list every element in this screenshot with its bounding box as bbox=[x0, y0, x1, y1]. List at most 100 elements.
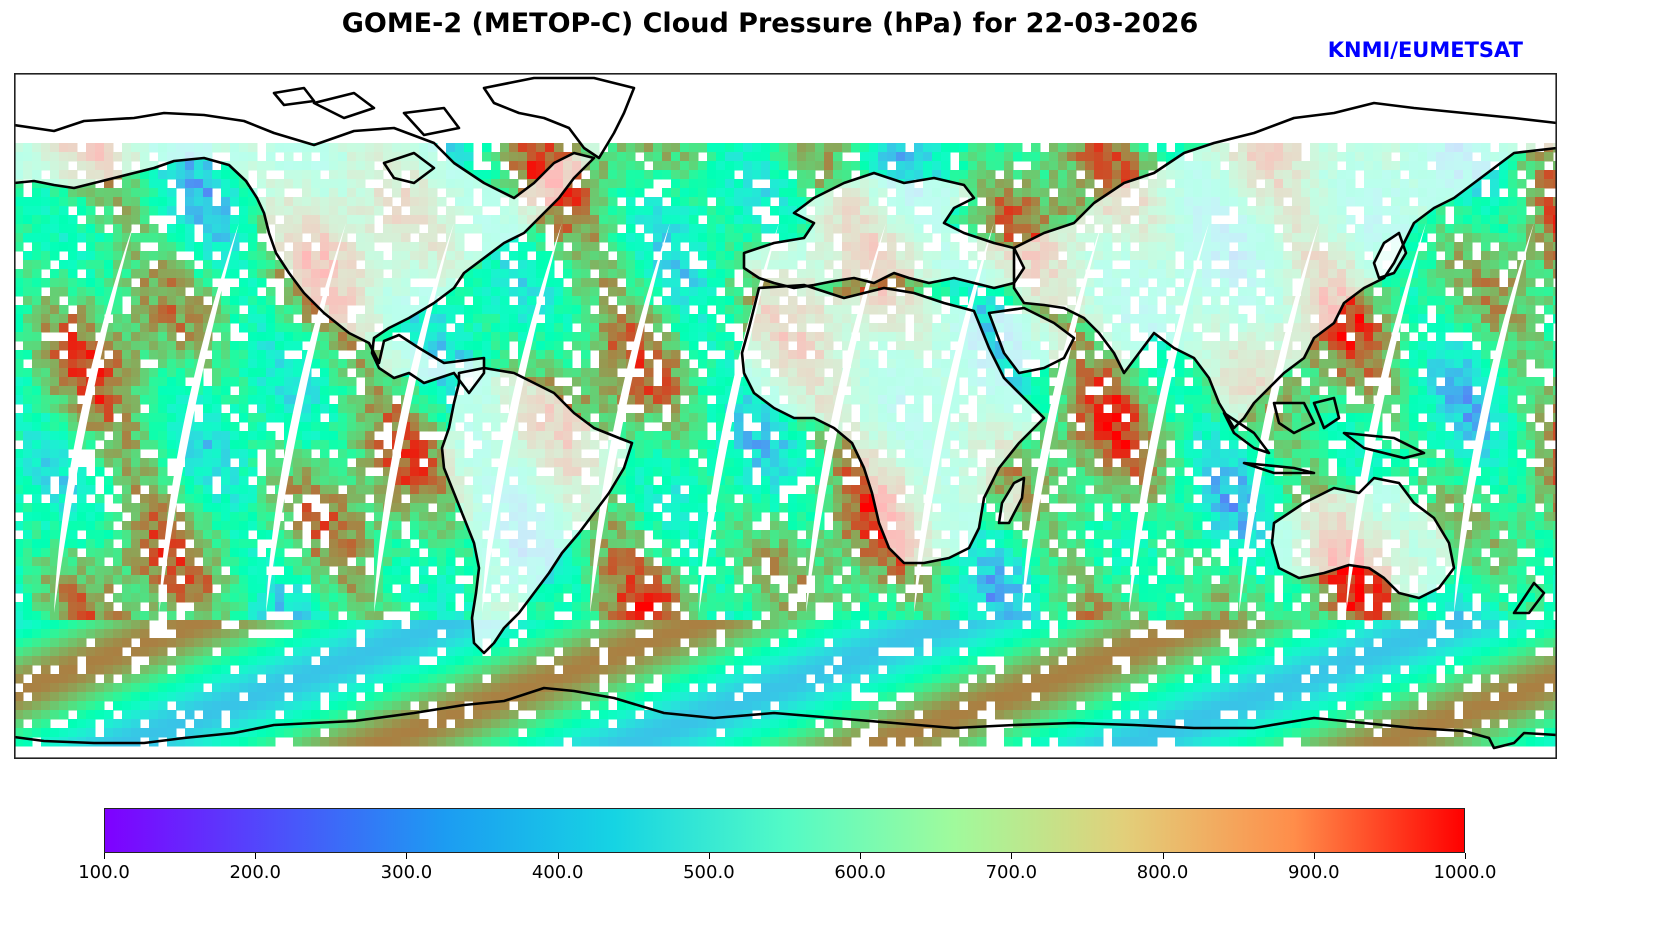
pressure-cell bbox=[770, 161, 780, 171]
pressure-cell bbox=[527, 224, 537, 234]
pressure-cell bbox=[410, 422, 420, 432]
pressure-cell bbox=[581, 179, 591, 189]
pressure-cell bbox=[662, 341, 672, 351]
pressure-cell bbox=[212, 404, 222, 414]
pressure-cell bbox=[806, 161, 816, 171]
pressure-cell bbox=[32, 413, 42, 423]
pressure-cell bbox=[1499, 422, 1509, 432]
pressure-cell bbox=[32, 404, 42, 414]
pressure-cell bbox=[536, 152, 546, 162]
pressure-cell bbox=[122, 278, 132, 288]
pressure-cell bbox=[1364, 359, 1374, 369]
pressure-cell bbox=[86, 188, 96, 198]
pressure-cell bbox=[167, 377, 177, 387]
pressure-cell bbox=[275, 269, 285, 279]
pressure-cell bbox=[203, 269, 213, 279]
pressure-cell bbox=[284, 332, 294, 342]
pressure-cell bbox=[86, 224, 96, 234]
pressure-cell bbox=[572, 242, 582, 252]
pressure-cell bbox=[1418, 287, 1428, 297]
pressure-cell bbox=[320, 350, 330, 360]
pressure-cell bbox=[1364, 332, 1374, 342]
pressure-cell bbox=[1022, 386, 1032, 396]
pressure-cell bbox=[167, 368, 177, 378]
pressure-cell bbox=[1067, 368, 1077, 378]
pressure-cell bbox=[1499, 350, 1509, 360]
pressure-cell bbox=[680, 215, 690, 225]
pressure-cell bbox=[212, 323, 222, 333]
pressure-cell bbox=[1211, 395, 1221, 405]
pressure-cell bbox=[437, 341, 447, 351]
pressure-cell bbox=[689, 296, 699, 306]
pressure-cell bbox=[284, 386, 294, 396]
pressure-cell bbox=[581, 314, 591, 324]
pressure-cell bbox=[1085, 422, 1095, 432]
pressure-cell bbox=[248, 440, 258, 450]
pressure-cell bbox=[671, 179, 681, 189]
pressure-cell bbox=[176, 341, 186, 351]
pressure-cell bbox=[41, 206, 51, 216]
pressure-cell bbox=[176, 359, 186, 369]
pressure-cell bbox=[1463, 269, 1473, 279]
pressure-cell bbox=[1472, 350, 1482, 360]
pressure-cell bbox=[338, 341, 348, 351]
pressure-cell bbox=[50, 323, 60, 333]
pressure-cell bbox=[320, 395, 330, 405]
pressure-cell bbox=[284, 323, 294, 333]
pressure-cell bbox=[1139, 143, 1149, 153]
pressure-cell bbox=[365, 359, 375, 369]
pressure-cell bbox=[1454, 413, 1464, 423]
pressure-cell bbox=[527, 314, 537, 324]
pressure-cell bbox=[716, 152, 726, 162]
pressure-cell bbox=[1418, 395, 1428, 405]
pressure-cell bbox=[131, 431, 141, 441]
pressure-cell bbox=[581, 197, 591, 207]
pressure-cell bbox=[383, 395, 393, 405]
pressure-cell bbox=[725, 206, 735, 216]
pressure-cell bbox=[1409, 269, 1419, 279]
pressure-cell bbox=[1022, 197, 1032, 207]
pressure-cell bbox=[725, 305, 735, 315]
pressure-cell bbox=[608, 332, 618, 342]
pressure-cell bbox=[23, 404, 33, 414]
pressure-cell bbox=[626, 422, 636, 432]
pressure-cell bbox=[14, 305, 24, 315]
pressure-cell bbox=[554, 341, 564, 351]
pressure-cell bbox=[1553, 368, 1557, 378]
pressure-cell bbox=[176, 395, 186, 405]
pressure-cell bbox=[284, 296, 294, 306]
pressure-cell bbox=[1400, 395, 1410, 405]
pressure-cell bbox=[1094, 170, 1104, 180]
pressure-cell bbox=[455, 350, 465, 360]
pressure-cell bbox=[32, 305, 42, 315]
pressure-cell bbox=[140, 179, 150, 189]
pressure-cell bbox=[572, 395, 582, 405]
pressure-cell bbox=[716, 368, 726, 378]
pressure-cell bbox=[626, 215, 636, 225]
pressure-cell bbox=[1436, 323, 1446, 333]
pressure-cell bbox=[554, 251, 564, 261]
pressure-cell bbox=[554, 206, 564, 216]
pressure-cell bbox=[185, 431, 195, 441]
pressure-cell bbox=[500, 269, 510, 279]
pressure-cell bbox=[572, 296, 582, 306]
pressure-cell bbox=[77, 377, 87, 387]
pressure-cell bbox=[446, 377, 456, 387]
pressure-cell bbox=[1004, 179, 1014, 189]
pressure-cell bbox=[617, 314, 627, 324]
pressure-cell bbox=[644, 170, 654, 180]
pressure-cell bbox=[230, 296, 240, 306]
pressure-cell bbox=[572, 377, 582, 387]
pressure-cell bbox=[527, 287, 537, 297]
pressure-cell bbox=[635, 377, 645, 387]
pressure-cell bbox=[707, 332, 717, 342]
pressure-cell bbox=[626, 224, 636, 234]
pressure-cell bbox=[536, 251, 546, 261]
pressure-cell bbox=[671, 260, 681, 270]
pressure-cell bbox=[671, 341, 681, 351]
pressure-cell bbox=[1427, 224, 1437, 234]
pressure-cell bbox=[266, 305, 276, 315]
pressure-cell bbox=[212, 368, 222, 378]
pressure-cell bbox=[1400, 377, 1410, 387]
pressure-cell bbox=[185, 260, 195, 270]
